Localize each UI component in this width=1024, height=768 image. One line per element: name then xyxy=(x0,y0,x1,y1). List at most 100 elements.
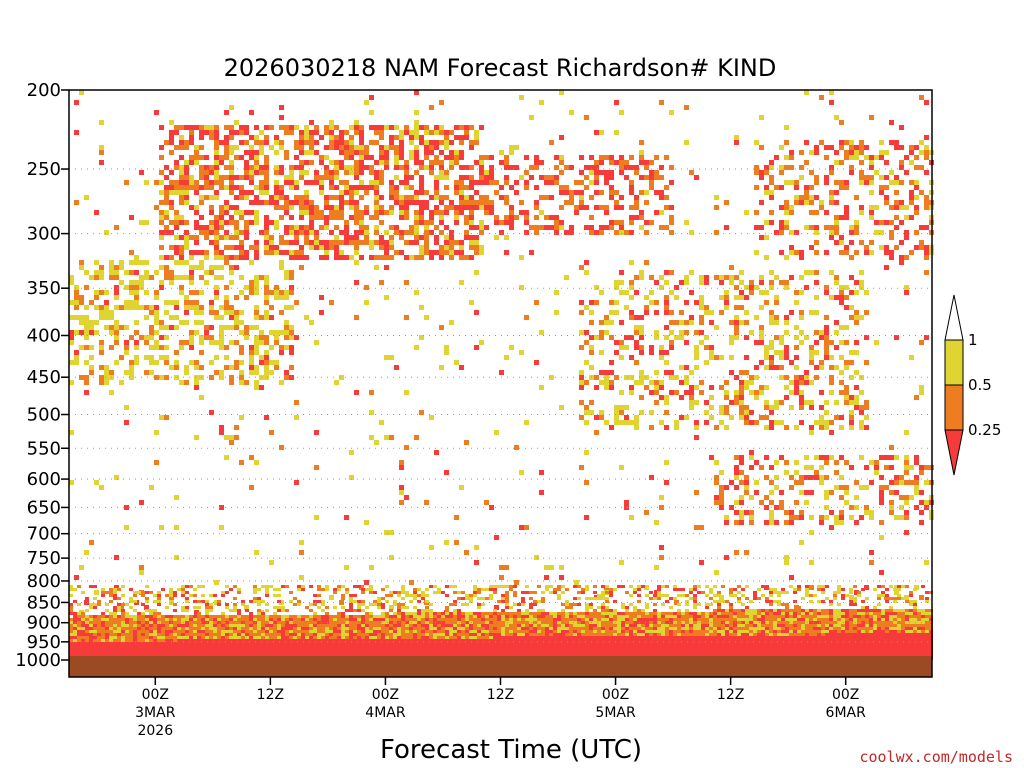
heatmap-cell xyxy=(649,425,654,430)
heatmap-cell xyxy=(313,624,317,627)
heatmap-cell xyxy=(93,642,97,645)
heatmap-cell xyxy=(239,130,244,135)
heatmap-cell xyxy=(269,585,273,588)
heatmap-cell xyxy=(289,200,294,205)
heatmap-cell xyxy=(157,603,161,606)
heatmap-cell xyxy=(429,645,433,648)
heatmap-cell xyxy=(634,290,639,295)
heatmap-cell xyxy=(279,295,284,300)
heatmap-cell xyxy=(101,591,105,594)
heatmap-cell xyxy=(117,633,121,636)
heatmap-cell xyxy=(349,597,353,600)
heatmap-cell xyxy=(264,180,269,185)
heatmap-cell xyxy=(354,160,359,165)
heatmap-cell xyxy=(154,320,159,325)
heatmap-cell xyxy=(414,235,419,240)
heatmap-cell xyxy=(744,210,749,215)
heatmap-cell xyxy=(133,600,137,603)
heatmap-cell xyxy=(199,335,204,340)
heatmap-cell xyxy=(874,340,879,345)
heatmap-cell xyxy=(804,90,809,95)
heatmap-cell xyxy=(149,612,153,615)
heatmap-cell xyxy=(189,648,193,651)
heatmap-cell xyxy=(209,639,213,642)
heatmap-cell xyxy=(354,315,359,320)
heatmap-cell xyxy=(317,648,321,651)
heatmap-cell xyxy=(181,633,185,636)
heatmap-cell xyxy=(239,250,244,255)
heatmap-cell xyxy=(764,505,769,510)
heatmap-cell xyxy=(309,135,314,140)
heatmap-cell xyxy=(104,300,109,305)
heatmap-cell xyxy=(264,280,269,285)
heatmap-cell xyxy=(341,621,345,624)
heatmap-cell xyxy=(839,145,844,150)
heatmap-cell xyxy=(377,651,381,654)
heatmap-cell xyxy=(281,648,285,651)
heatmap-cell xyxy=(164,310,169,315)
heatmap-cell xyxy=(217,618,221,621)
heatmap-cell xyxy=(204,270,209,275)
heatmap-cell xyxy=(373,648,377,651)
heatmap-cell xyxy=(194,145,199,150)
heatmap-cell xyxy=(254,185,259,190)
heatmap-cell xyxy=(704,360,709,365)
heatmap-cell xyxy=(361,591,365,594)
heatmap-cell xyxy=(359,125,364,130)
heatmap-cell xyxy=(799,310,804,315)
heatmap-cell xyxy=(109,651,113,654)
heatmap-cell xyxy=(289,630,293,633)
heatmap-cell xyxy=(193,645,197,648)
heatmap-cell xyxy=(809,200,814,205)
heatmap-cell xyxy=(604,385,609,390)
heatmap-cell xyxy=(854,290,859,295)
heatmap-cell xyxy=(329,160,334,165)
heatmap-cell xyxy=(245,636,249,639)
heatmap-cell xyxy=(213,615,217,618)
heatmap-cell xyxy=(125,621,129,624)
heatmap-cell xyxy=(117,645,121,648)
heatmap-cell xyxy=(324,175,329,180)
heatmap-cell xyxy=(277,630,281,633)
heatmap-cell xyxy=(874,205,879,210)
heatmap-cell xyxy=(173,639,177,642)
heatmap-cell xyxy=(265,642,269,645)
heatmap-cell xyxy=(284,325,289,330)
heatmap-cell xyxy=(399,215,404,220)
heatmap-cell xyxy=(869,560,874,565)
heatmap-cell xyxy=(904,205,909,210)
heatmap-cell xyxy=(425,648,429,651)
heatmap-cell xyxy=(399,195,404,200)
heatmap-cell xyxy=(449,160,454,165)
heatmap-cell xyxy=(464,235,469,240)
heatmap-cell xyxy=(297,603,301,606)
heatmap-cell xyxy=(89,615,93,618)
heatmap-cell xyxy=(404,255,409,260)
heatmap-cell xyxy=(509,210,514,215)
heatmap-cell xyxy=(594,230,599,235)
heatmap-cell xyxy=(829,340,834,345)
heatmap-cell xyxy=(219,225,224,230)
heatmap-cell xyxy=(229,627,233,630)
heatmap-cell xyxy=(433,639,437,642)
heatmap-cell xyxy=(484,500,489,505)
heatmap-cell xyxy=(784,155,789,160)
heatmap-cell xyxy=(229,636,233,639)
heatmap-cell xyxy=(174,495,179,500)
heatmap-cell xyxy=(724,225,729,230)
heatmap-cell xyxy=(869,180,874,185)
heatmap-cell xyxy=(474,135,479,140)
heatmap-cell xyxy=(409,636,413,639)
heatmap-cell xyxy=(754,490,759,495)
heatmap-cell xyxy=(89,275,94,280)
heatmap-cell xyxy=(214,265,219,270)
heatmap-cell xyxy=(304,225,309,230)
heatmap-cell xyxy=(217,615,221,618)
heatmap-cell xyxy=(334,140,339,145)
heatmap-cell xyxy=(445,606,449,609)
heatmap-cell xyxy=(779,500,784,505)
heatmap-cell xyxy=(249,245,254,250)
heatmap-cell xyxy=(289,618,293,621)
heatmap-cell xyxy=(824,410,829,415)
heatmap-cell xyxy=(239,210,244,215)
